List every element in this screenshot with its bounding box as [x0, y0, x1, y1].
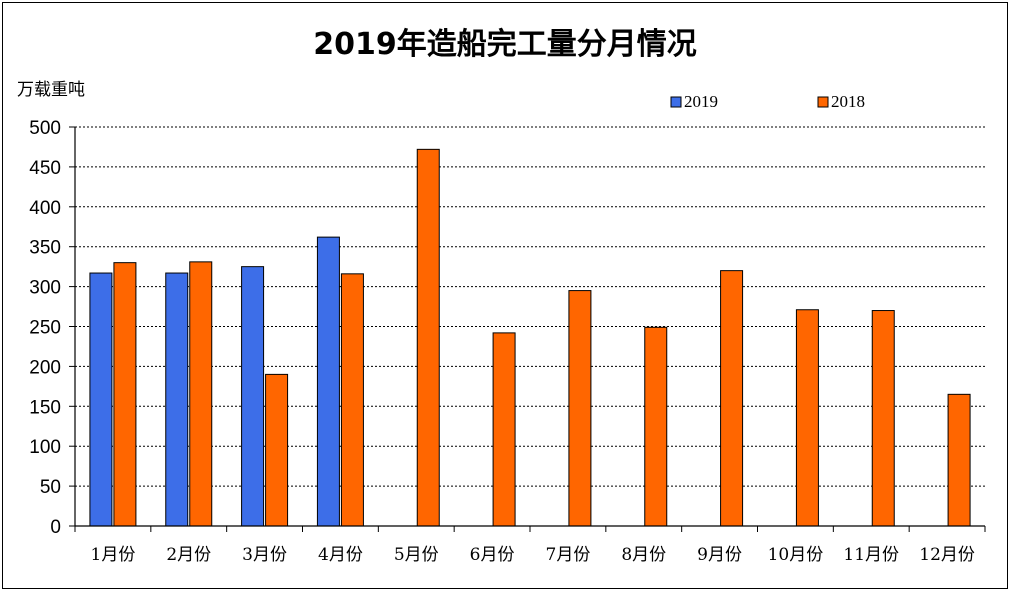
y-tick-label: 100 [29, 437, 61, 458]
bar-2018-10 [795, 309, 819, 527]
chart-title: 2019年造船完工量分月情况 [313, 27, 697, 62]
y-axis-ticks: 0 50 100 150 200 250 300 350 400 450 500 [29, 118, 75, 538]
bar-2018-1 [113, 262, 137, 527]
bar-2018-4 [340, 273, 364, 527]
x-tick-label: 5月份 [394, 545, 439, 565]
legend-swatch-2019 [670, 96, 682, 108]
x-tick-label: 8月份 [621, 545, 666, 565]
y-tick-label: 200 [29, 357, 61, 378]
bar-2018-7 [568, 290, 592, 527]
bar-chart: 2019年造船完工量分月情况 万载重吨 0 50 100 150 200 250 300 35… [17, 27, 986, 565]
legend-label-2018: 2018 [831, 92, 865, 111]
legend-label-2019: 2019 [684, 92, 718, 111]
y-tick-label: 500 [29, 118, 61, 139]
bar-2018-9 [720, 270, 744, 527]
bar-2019-3 [241, 266, 265, 527]
y-tick-label: 450 [29, 158, 61, 179]
bar-2018-11 [871, 310, 895, 527]
bar-2019-1 [89, 272, 113, 527]
bar-2019-4 [316, 236, 340, 527]
y-tick-label: 350 [29, 238, 61, 259]
x-tick-label: 11月份 [843, 545, 899, 565]
x-tick-label: 7月份 [546, 545, 591, 565]
y-tick-label: 150 [29, 397, 61, 418]
bar-2019-2 [165, 272, 189, 527]
bars [89, 148, 971, 527]
x-tick-label: 3月份 [242, 545, 287, 565]
bar-2018-6 [492, 332, 516, 527]
legend-swatch-2018 [817, 96, 829, 108]
x-tick-label: 12月份 [919, 545, 975, 565]
x-tick-label: 2月份 [166, 545, 211, 565]
x-tick-label: 6月份 [470, 545, 515, 565]
bar-2018-8 [644, 326, 668, 527]
x-axis-categories: 1月份 2月份 3月份 4月份 5月份 6月份 7月份 8月份 9月份 10月份 11月份 12月份 [91, 545, 975, 565]
bar-2018-3 [265, 373, 289, 527]
x-tick-label: 4月份 [318, 545, 363, 565]
y-tick-label: 400 [29, 198, 61, 219]
x-tick-label: 10月份 [768, 545, 824, 565]
axes [74, 127, 986, 532]
y-tick-label: 0 [50, 517, 61, 538]
bar-2018-12 [947, 393, 971, 527]
x-tick-label: 9月份 [697, 545, 742, 565]
x-tick-label: 1月份 [91, 545, 136, 565]
bar-2018-2 [189, 261, 213, 527]
y-tick-label: 50 [40, 477, 61, 498]
y-axis-label: 万载重吨 [17, 80, 85, 100]
y-tick-label: 300 [29, 278, 61, 299]
bar-2018-5 [416, 148, 440, 527]
legend: 2019 2018 [670, 92, 865, 111]
y-tick-label: 250 [29, 318, 61, 339]
